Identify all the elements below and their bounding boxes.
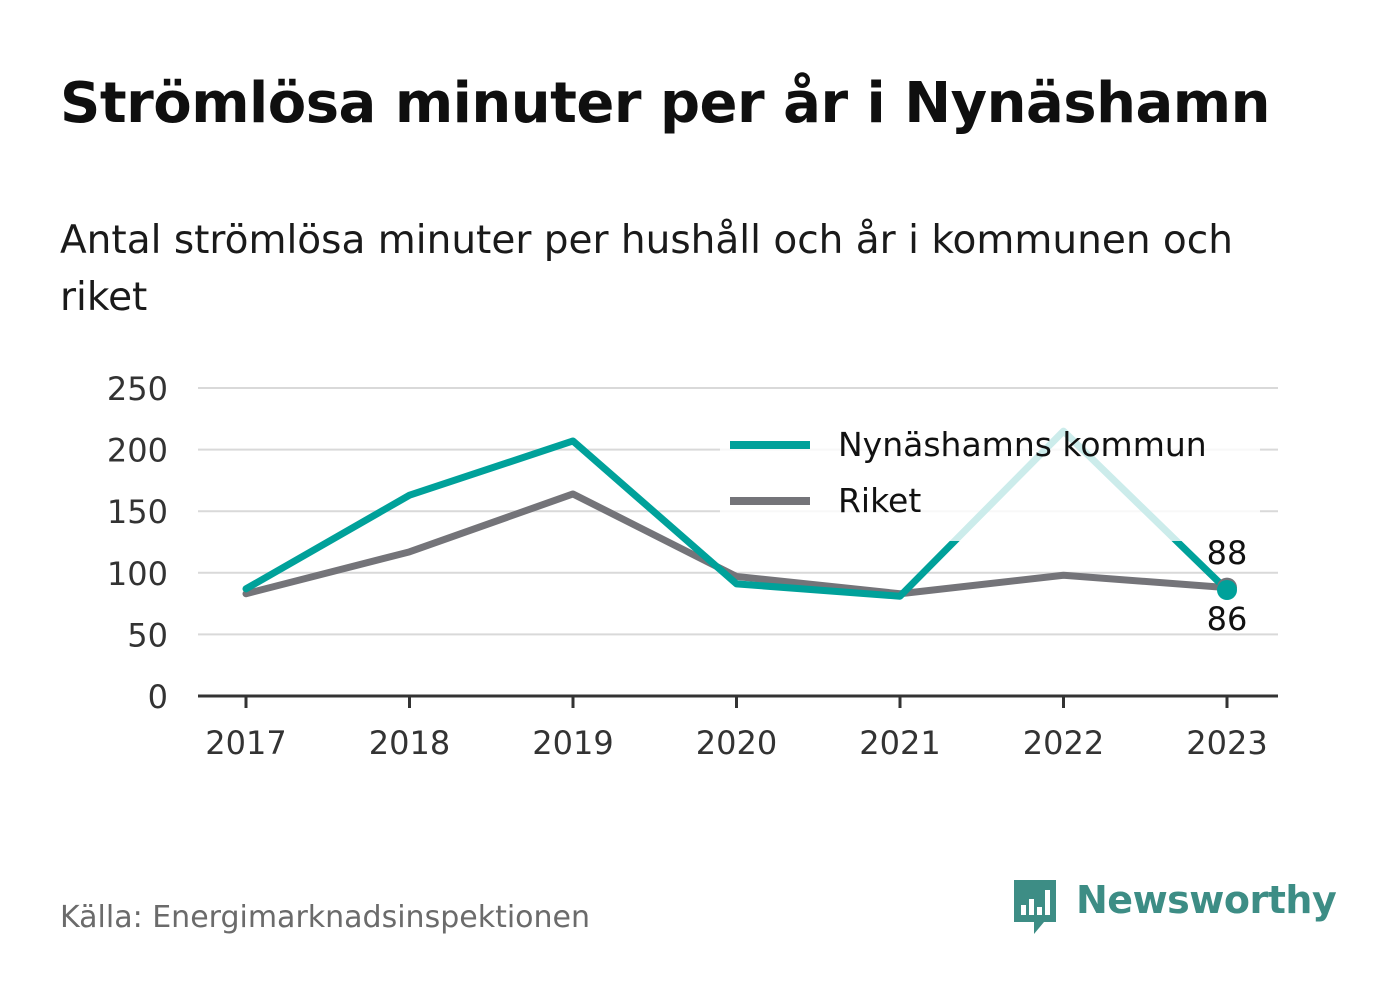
x-tick-label: 2019 bbox=[532, 724, 613, 762]
chart-title: Strömlösa minuter per år i Nynäshamn bbox=[60, 71, 1270, 136]
legend-label: Riket bbox=[838, 481, 921, 520]
y-tick-label: 100 bbox=[107, 555, 168, 593]
brand-name: Newsworthy bbox=[1076, 878, 1337, 922]
x-tick-label: 2022 bbox=[1023, 724, 1104, 762]
x-tick-label: 2023 bbox=[1186, 724, 1267, 762]
y-tick-label: 200 bbox=[107, 432, 168, 470]
x-tick-label: 2020 bbox=[696, 724, 777, 762]
end-value-label: 86 bbox=[1207, 600, 1248, 638]
newsworthy-logo-icon bbox=[1014, 880, 1056, 934]
x-tick-label: 2017 bbox=[205, 724, 286, 762]
series-line-riket bbox=[242, 490, 1231, 598]
legend-label: Nynäshamns kommun bbox=[838, 425, 1207, 464]
y-tick-label: 50 bbox=[127, 616, 168, 654]
end-value-label: 88 bbox=[1207, 534, 1248, 572]
y-tick-label: 0 bbox=[148, 678, 168, 716]
y-tick-label: 250 bbox=[107, 370, 168, 408]
source-note: Källa: Energimarknadsinspektionen bbox=[60, 900, 591, 935]
end-point-marker bbox=[1217, 580, 1237, 601]
chart-subtitle: Antal strömlösa minuter per hushåll och … bbox=[60, 218, 1233, 320]
newsworthy-logo: Newsworthy bbox=[1010, 876, 1337, 940]
x-tick-label: 2021 bbox=[859, 724, 940, 762]
x-tick-label: 2018 bbox=[369, 724, 450, 762]
y-tick-label: 150 bbox=[107, 493, 168, 531]
legend-background bbox=[720, 416, 1260, 541]
